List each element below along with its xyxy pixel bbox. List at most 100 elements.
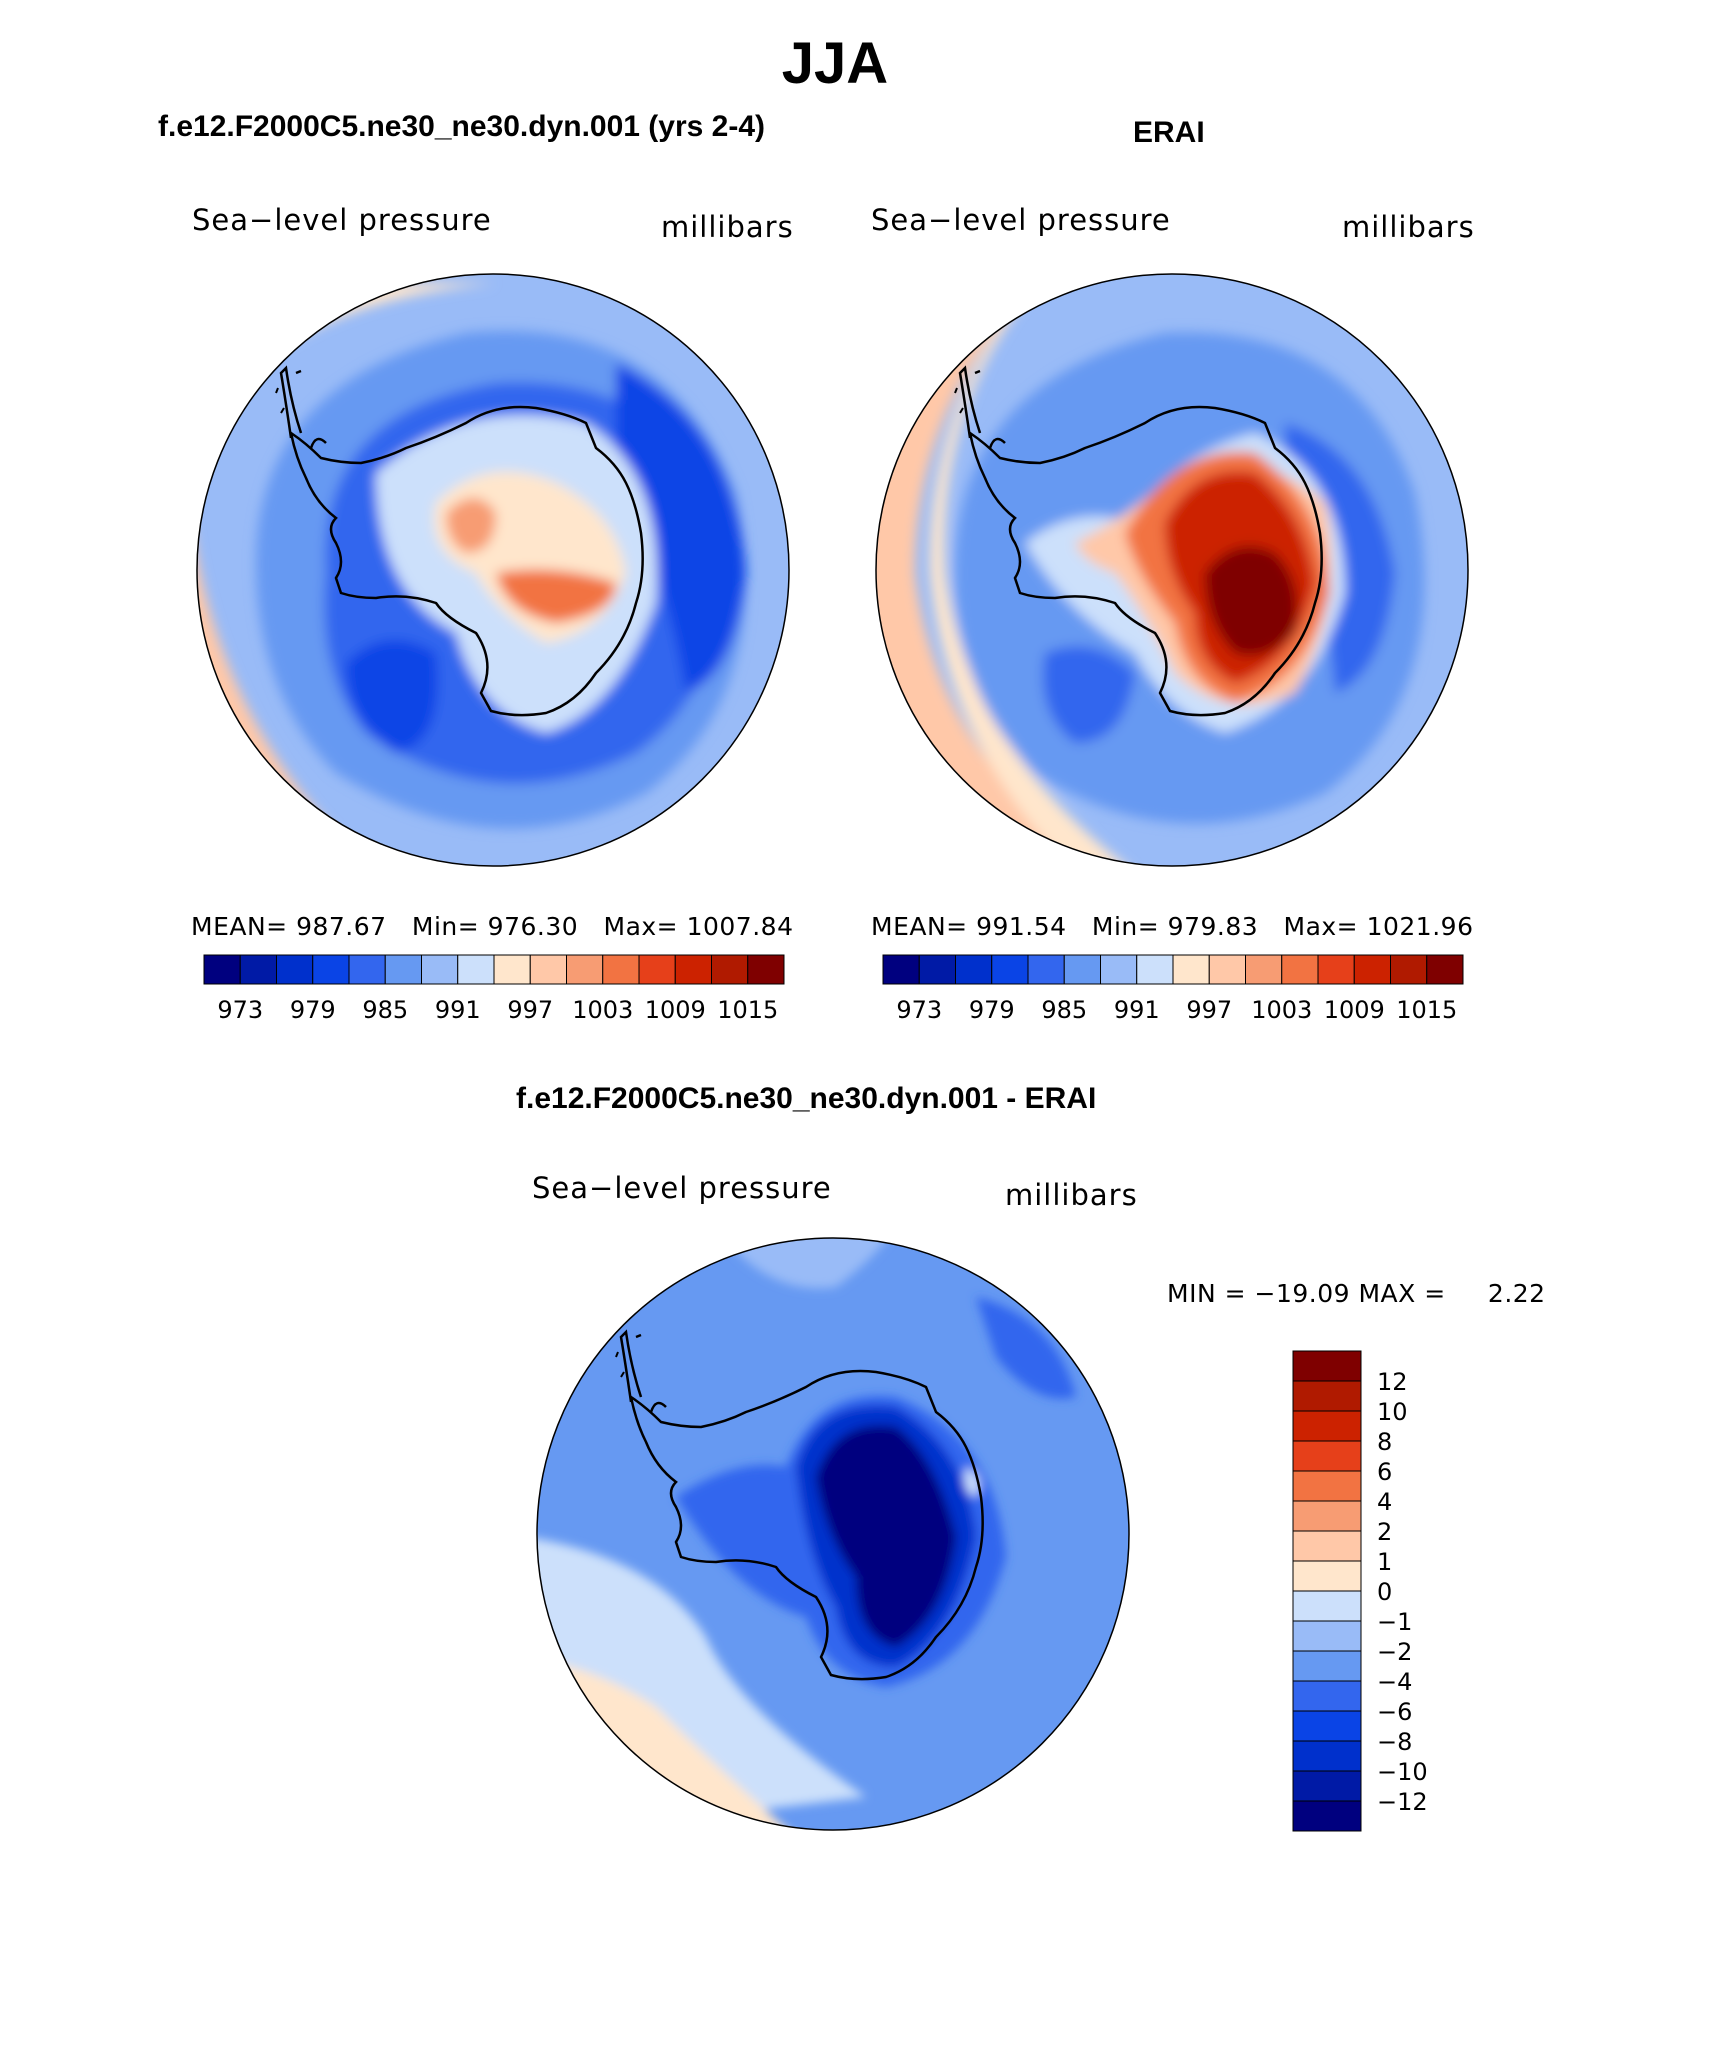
colorbar-box [1136,954,1174,985]
min-value: −19.09 [1254,1279,1351,1308]
colorbar-box [1317,954,1355,985]
colorbar-box [1292,1380,1362,1412]
min-label: Min= [411,912,480,941]
colorbar-box [312,954,350,985]
colorbar-ticks-model: 973 979 985 991 997 1003 1009 1015 [217,996,778,1024]
colorbar-box [1292,1800,1362,1832]
colorbar-tick-label: −4 [1377,1668,1412,1696]
min-value: 979.83 [1167,912,1259,941]
colorbar-tick-label: 1003 [1251,996,1312,1024]
map-east-dark [976,1297,1076,1399]
colorbar-box [1292,1650,1362,1682]
coastline-antarctica [629,1369,984,1681]
colorbar-tick-label: 991 [435,996,481,1024]
map-high-east [496,569,616,623]
coastline-peninsula [279,365,327,449]
colorbar-box [276,954,314,985]
colorbar-box [1390,954,1428,985]
max-label: MAX = [1358,1279,1446,1308]
colorbar-box [1292,1740,1362,1772]
colorbar-box [1172,954,1210,985]
max-value: 1007.84 [686,912,794,941]
colorbar-box [1292,1560,1362,1592]
colorbar-tick-label: 985 [1041,996,1087,1024]
map-trough-core-east [616,363,746,693]
map-border [536,1237,1130,1831]
map-high-core [1205,546,1298,656]
colorbar-box [203,954,241,985]
colorbar-tick-label: 973 [217,996,263,1024]
colorbar-box [1245,954,1283,985]
units-label-erai: millibars [1342,210,1475,244]
colorbar-box [1292,1350,1362,1382]
coastline-weddell [615,1351,625,1378]
colorbar-tick-label: 8 [1377,1428,1392,1456]
colorbar-box [1353,954,1391,985]
mean-label: MEAN= [191,912,288,941]
colorbar-box [674,954,712,985]
coastline-antarctica [968,405,1323,717]
map-outer-high [876,274,1105,866]
colorbar-tick-label: −1 [1377,1608,1412,1636]
colorbar-tick-label: −8 [1377,1728,1412,1756]
max-value: 1021.96 [1366,912,1474,941]
colorbar-box [747,954,785,985]
field-label-model: Sea−level pressure [192,203,492,237]
coastline-weddell [954,387,964,414]
max-value: 2.22 [1487,1279,1546,1308]
colorbar-tick-label: 1009 [645,996,706,1024]
colorbar-model [203,954,785,985]
colorbar-box [566,954,604,985]
panel-title-diff: f.e12.F2000C5.ne30_ne30.dyn.001 - ERAI [516,1082,1097,1115]
colorbar-box [991,954,1029,985]
mean-label: MEAN= [871,912,968,941]
colorbar-tick-label: 1003 [572,996,633,1024]
max-label: Max= [1283,912,1359,941]
colorbar-box [1426,954,1464,985]
map-low-core [816,1425,956,1647]
colorbar-box [1292,1620,1362,1652]
colorbar-box [1208,954,1246,985]
stats-line-model: MEAN= 987.67 Min= 976.30 Max= 1007.84 [191,912,793,941]
units-label-model: millibars [661,210,794,244]
colorbar-box [955,954,993,985]
colorbar-box [1292,1470,1362,1502]
colorbar-box [1292,1410,1362,1442]
colorbar-tick-label: 979 [290,996,336,1024]
stats-line-erai: MEAN= 991.54 Min= 979.83 Max= 1021.96 [871,912,1473,941]
colorbar-box [1292,1710,1362,1742]
map-outer-high [197,274,456,866]
coastline-peninsula [958,365,1006,449]
colorbar-ticks-erai: 973 979 985 991 997 1003 1009 1015 [896,996,1457,1024]
colorbar-tick-label: 1015 [1396,996,1457,1024]
coastline-weddell [275,387,285,414]
colorbar-tick-label: 4 [1377,1488,1392,1516]
colorbar-box [1281,954,1319,985]
colorbar-box [239,954,277,985]
colorbar-tick-label: 985 [362,996,408,1024]
colorbar-box [348,954,386,985]
map-trough-west [1043,646,1135,743]
colorbar-erai [882,954,1464,985]
polar-map-erai [875,273,1469,867]
colorbar-tick-label: 979 [969,996,1015,1024]
mean-value: 991.54 [976,912,1067,941]
colorbar-tick-label: −2 [1377,1638,1412,1666]
colorbar-tick-label: 2 [1377,1518,1392,1546]
colorbar-box [602,954,640,985]
field-label-erai: Sea−level pressure [871,203,1171,237]
colorbar-box [1292,1680,1362,1712]
map-outer-light [929,274,1135,866]
colorbar-tick-label: 0 [1377,1578,1392,1606]
colorbar-tick-label: −12 [1377,1788,1428,1816]
stats-line-diff: MIN = −19.09 MAX = 2.22 [1167,1279,1546,1308]
colorbar-tick-label: 973 [896,996,942,1024]
colorbar-box [918,954,956,985]
min-label: Min= [1091,912,1160,941]
colorbar-box [529,954,567,985]
map-high-west [446,498,496,553]
colorbar-tick-label: 1009 [1324,996,1385,1024]
colorbar-tick-label: 991 [1114,996,1160,1024]
colorbar-box [1292,1590,1362,1622]
